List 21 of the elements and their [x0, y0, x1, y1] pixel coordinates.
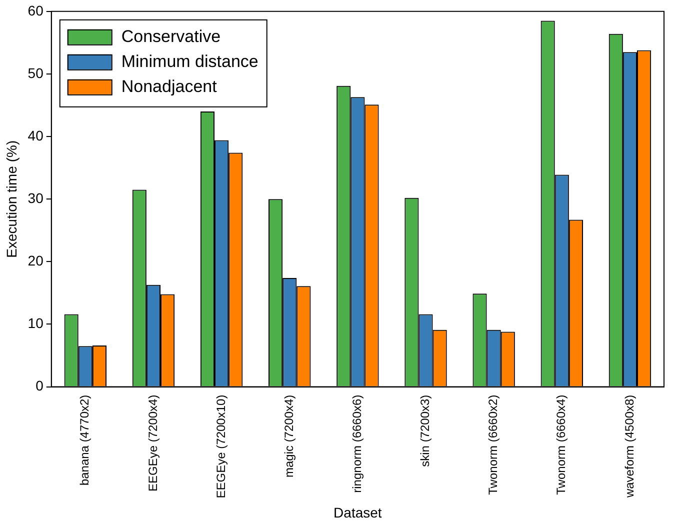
y-tick-label: 40	[28, 127, 44, 144]
x-tick-label: ringnorm (6660x6)	[350, 394, 364, 493]
y-tick-label: 50	[28, 64, 44, 81]
x-tick-label: skin (7200x3)	[418, 394, 432, 467]
x-tick-label: EEGEye (7200x4)	[146, 394, 160, 492]
y-tick-label: 0	[36, 378, 44, 394]
legend-label: Nonadjacent	[121, 77, 218, 96]
y-tick-label: 10	[28, 315, 44, 332]
x-tick-label: waveform (4500x8)	[622, 394, 636, 499]
y-tick-label: 30	[28, 190, 44, 206]
legend-label: Conservative	[121, 27, 221, 46]
x-tick-label: Twonorm (6660x2)	[486, 394, 500, 495]
y-axis-title: Execution time (%)	[3, 140, 20, 258]
x-tick-label: EEGEye (7200x10)	[214, 394, 228, 498]
x-axis-title: Dataset	[334, 504, 382, 520]
x-tick-label: Twonorm (6660x4)	[554, 394, 568, 495]
x-tick-label: banana (4770x2)	[78, 394, 92, 486]
x-tick-label: magic (7200x4)	[282, 394, 296, 478]
y-tick-label: 20	[28, 252, 44, 269]
legend-label: Minimum distance	[121, 52, 258, 72]
y-tick-label: 60	[28, 2, 44, 18]
